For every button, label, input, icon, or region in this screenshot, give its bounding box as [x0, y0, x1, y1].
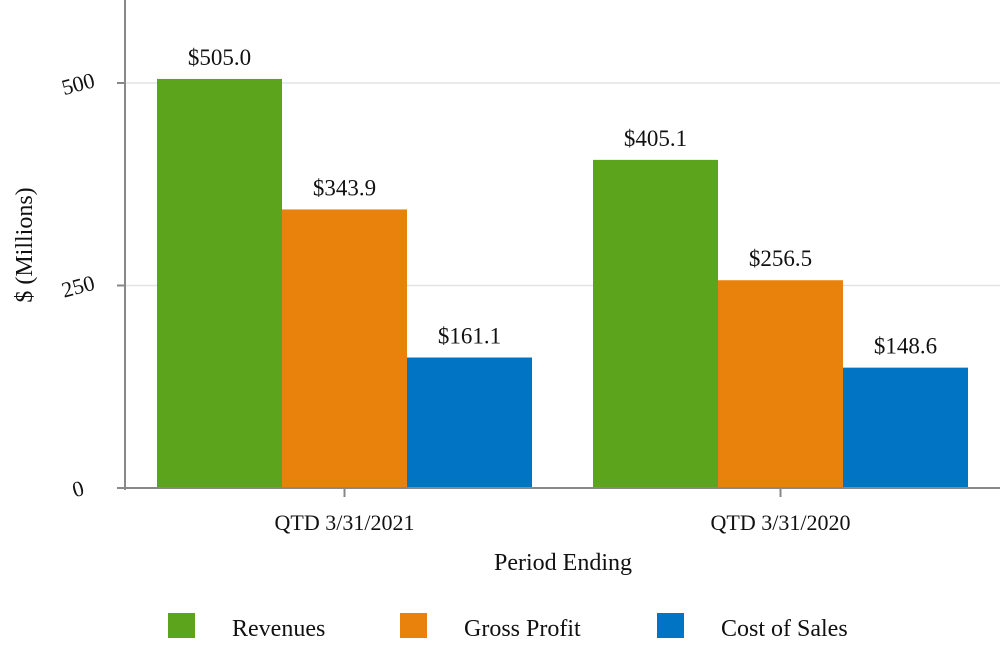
bar-cost-of-sales — [407, 357, 532, 488]
legend-swatch — [657, 613, 684, 638]
bar-revenues — [157, 78, 282, 488]
y-tick-label: 0 — [70, 475, 87, 502]
data-label: $505.0 — [188, 45, 251, 70]
data-labels: $505.0 $343.9 $161.1 $405.1 $256.5 $148.6 — [188, 45, 937, 359]
data-label: $148.6 — [874, 334, 937, 359]
x-axis-title: Period Ending — [494, 550, 632, 576]
legend-swatch — [168, 613, 195, 638]
bar-revenues — [593, 159, 718, 488]
y-tick-label: 500 — [59, 67, 97, 100]
y-tick-label: 250 — [59, 270, 97, 303]
legend-item: Gross Profit — [400, 613, 581, 642]
bars — [157, 78, 968, 489]
bar-gross-profit — [718, 280, 843, 488]
legend: Revenues Gross Profit Cost of Sales — [168, 613, 848, 642]
x-tick-label: QTD 3/31/2020 — [711, 510, 851, 535]
data-label: $405.1 — [624, 126, 687, 151]
y-axis-title: $ (Millions) — [12, 187, 38, 302]
legend-label: Cost of Sales — [721, 616, 848, 642]
bar-gross-profit — [282, 209, 407, 489]
data-label: $161.1 — [438, 324, 501, 349]
bar-cost-of-sales — [843, 367, 968, 488]
axes — [117, 0, 1000, 490]
legend-swatch — [400, 613, 427, 638]
legend-item: Revenues — [168, 613, 325, 642]
data-label: $343.9 — [313, 175, 376, 200]
legend-item: Cost of Sales — [657, 613, 848, 642]
legend-label: Revenues — [232, 616, 325, 642]
data-label: $256.5 — [749, 246, 812, 271]
x-tick-label: QTD 3/31/2021 — [275, 510, 415, 535]
ticks: 0 250 500 QTD 3/31/2021 QTD 3/31/2020 — [59, 67, 851, 535]
legend-label: Gross Profit — [464, 616, 581, 642]
